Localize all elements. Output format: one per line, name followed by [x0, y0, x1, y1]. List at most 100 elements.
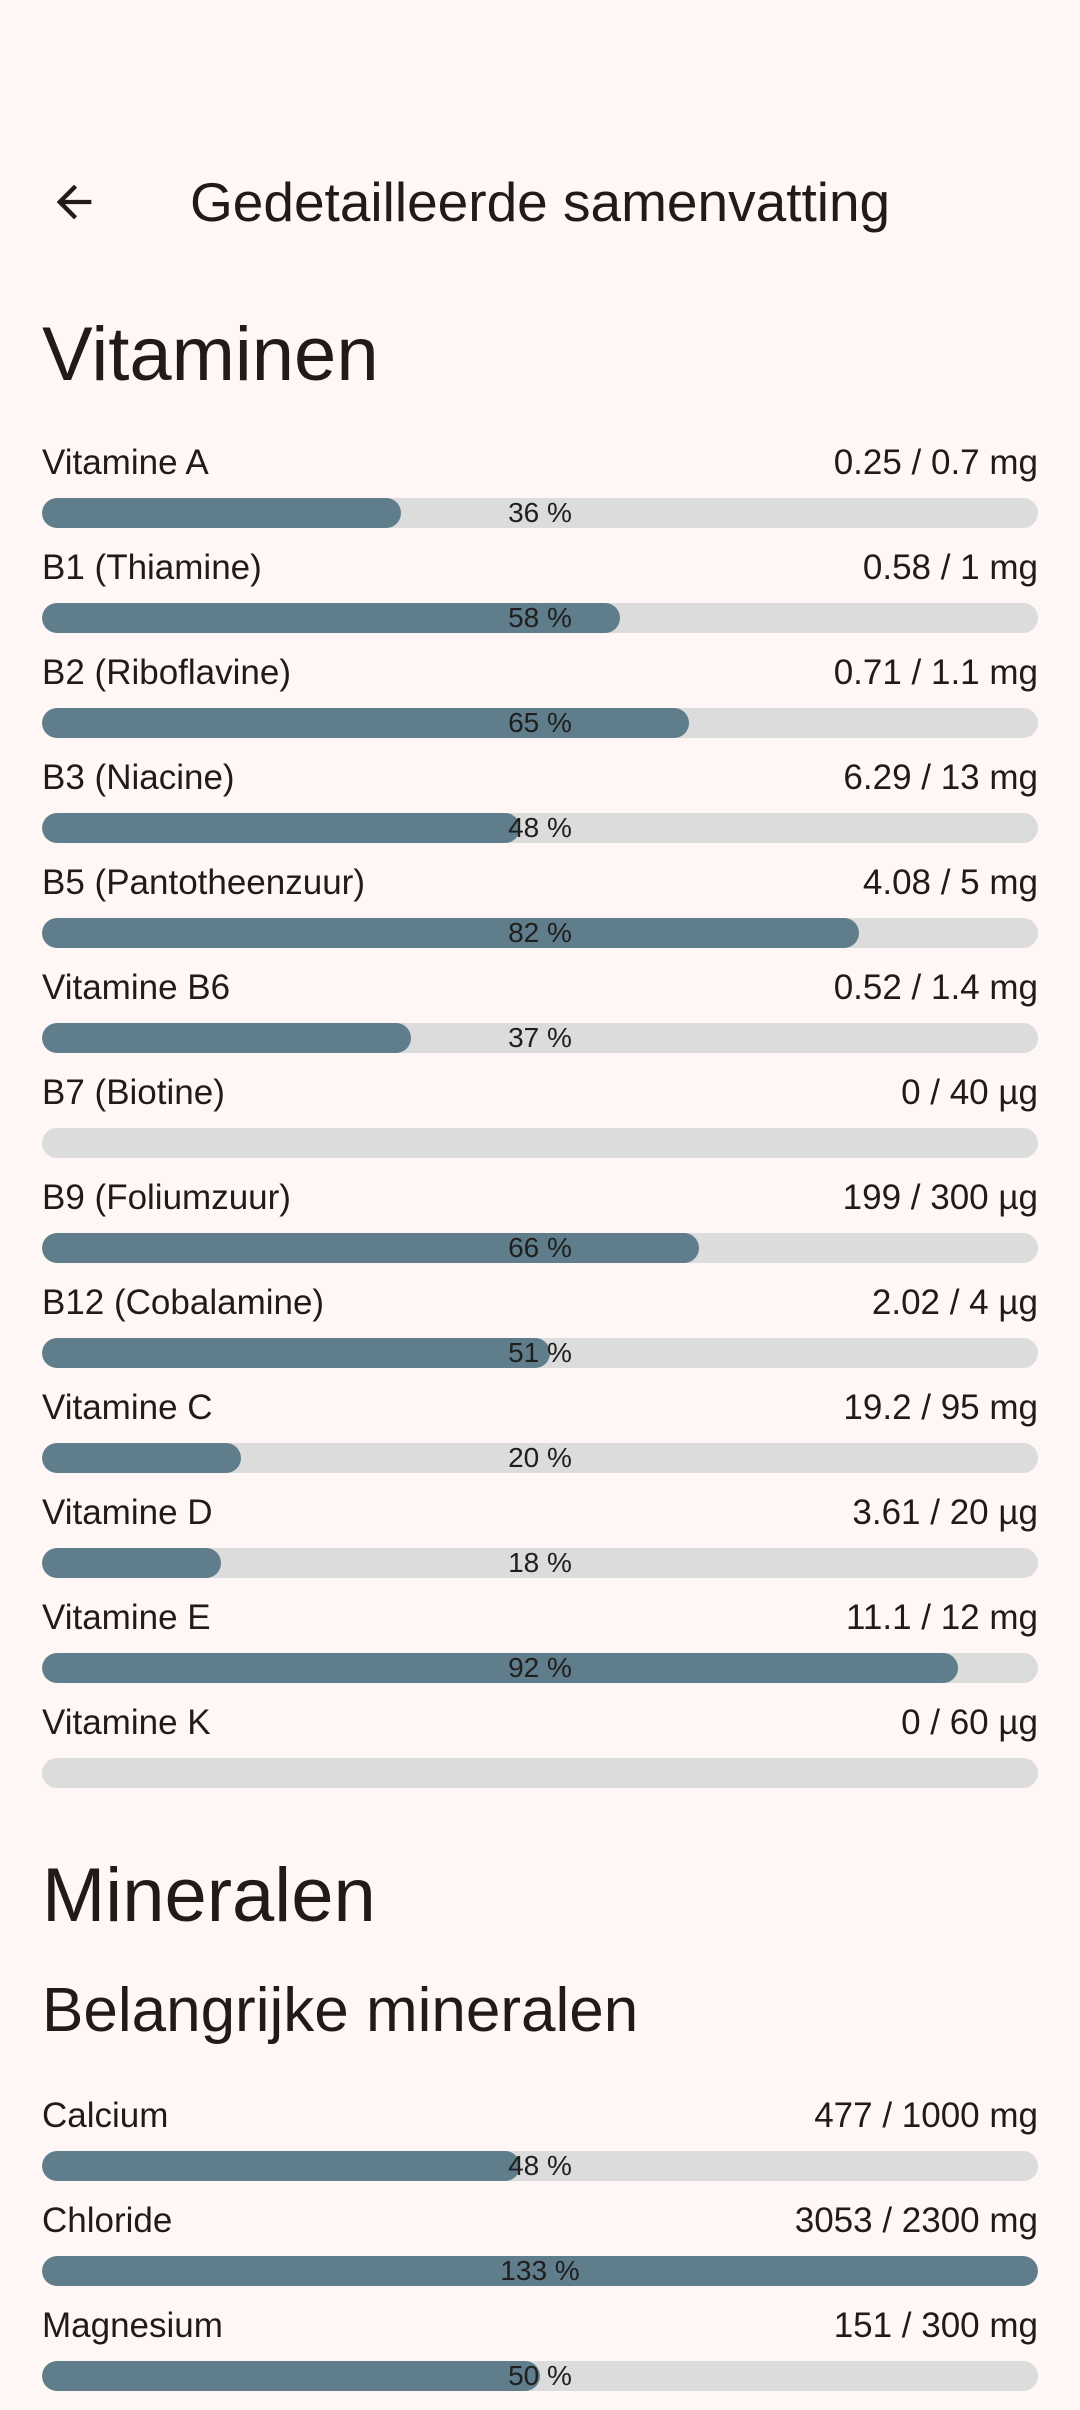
nutrient-header: Chloride 3053 / 2300 mg	[42, 2200, 1038, 2242]
nutrient-name: Vitamine E	[42, 1598, 211, 1637]
nutrient-header: Vitamine D 3.61 / 20 µg	[42, 1492, 1038, 1534]
nutrient-row: Vitamine E 11.1 / 12 mg 92 %	[42, 1597, 1038, 1702]
nutrient-name: Calcium	[42, 2096, 169, 2135]
progress-percent-label: 37 %	[508, 1023, 572, 1053]
nutrient-row: Vitamine C 19.2 / 95 mg 20 %	[42, 1387, 1038, 1492]
nutrient-name: Vitamine D	[42, 1493, 213, 1532]
nutrient-name: B1 (Thiamine)	[42, 548, 262, 587]
page-title: Gedetailleerde samenvatting	[190, 171, 891, 233]
nutrient-name: B9 (Foliumzuur)	[42, 1178, 291, 1217]
vitamins-section-title: Vitaminen	[42, 312, 379, 397]
nutrient-name: B3 (Niacine)	[42, 758, 235, 797]
progress-bar-track: 18 %	[42, 1548, 1038, 1578]
nutrient-row: Vitamine D 3.61 / 20 µg 18 %	[42, 1492, 1038, 1597]
nutrient-header: Vitamine E 11.1 / 12 mg	[42, 1597, 1038, 1639]
progress-bar-fill	[42, 498, 401, 528]
nutrient-name: B12 (Cobalamine)	[42, 1283, 325, 1322]
nutrient-row: B12 (Cobalamine) 2.02 / 4 µg 51 %	[42, 1282, 1038, 1387]
progress-bar-track	[42, 1758, 1038, 1788]
progress-bar-track: 48 %	[42, 2151, 1038, 2181]
nutrient-row: B9 (Foliumzuur) 199 / 300 µg 66 %	[42, 1177, 1038, 1282]
progress-bar-track: 36 %	[42, 498, 1038, 528]
nutrient-header: B5 (Pantotheenzuur) 4.08 / 5 mg	[42, 862, 1038, 904]
progress-bar-fill	[42, 603, 620, 633]
progress-bar-fill	[42, 1548, 222, 1578]
nutrient-name: Chloride	[42, 2201, 173, 2240]
progress-percent-label: 36 %	[508, 498, 572, 528]
progress-percent-label: 58 %	[508, 603, 572, 633]
mineral-list: Calcium 477 / 1000 mg 48 % Chloride 3053 / 2…	[42, 2095, 1038, 2410]
progress-bar-track: 20 %	[42, 1443, 1038, 1473]
nutrient-header: Vitamine K 0 / 60 µg	[42, 1702, 1038, 1744]
nutrient-header: B9 (Foliumzuur) 199 / 300 µg	[42, 1177, 1038, 1219]
nutrient-header: B2 (Riboflavine) 0.71 / 1.1 mg	[42, 652, 1038, 694]
nutrient-amount: 11.1 / 12 mg	[846, 1598, 1038, 1637]
app-bar: Gedetailleerde samenvatting	[0, 140, 1080, 260]
nutrient-amount: 0.58 / 1 mg	[862, 548, 1038, 587]
progress-bar-fill	[42, 918, 859, 948]
progress-bar-fill	[42, 1233, 700, 1263]
nutrient-name: Vitamine K	[42, 1703, 211, 1742]
progress-percent-label: 20 %	[508, 1443, 572, 1473]
progress-bar-fill	[42, 2256, 1038, 2286]
nutrient-row: Magnesium 151 / 300 mg 50 %	[42, 2305, 1038, 2410]
nutrient-amount: 151 / 300 mg	[833, 2306, 1038, 2345]
back-button[interactable]	[34, 162, 114, 242]
nutrient-row: B7 (Biotine) 0 / 40 µg	[42, 1072, 1038, 1177]
nutrient-amount: 0.25 / 0.7 mg	[833, 443, 1038, 482]
progress-bar-fill	[42, 2151, 521, 2181]
nutrient-row: B2 (Riboflavine) 0.71 / 1.1 mg 65 %	[42, 652, 1038, 757]
progress-bar-fill	[42, 708, 690, 738]
progress-percent-label: 65 %	[508, 708, 572, 738]
progress-bar-track: 66 %	[42, 1233, 1038, 1263]
minerals-section-title: Mineralen	[42, 1853, 376, 1938]
progress-bar-track: 92 %	[42, 1653, 1038, 1683]
progress-bar-fill	[42, 1023, 411, 1053]
nutrient-amount: 199 / 300 µg	[842, 1178, 1038, 1217]
nutrient-header: B12 (Cobalamine) 2.02 / 4 µg	[42, 1282, 1038, 1324]
progress-percent-label: 48 %	[508, 813, 572, 843]
nutrient-name: B5 (Pantotheenzuur)	[42, 863, 365, 902]
progress-percent-label: 66 %	[508, 1233, 572, 1263]
progress-bar-track	[42, 1128, 1038, 1158]
nutrient-header: Vitamine B6 0.52 / 1.4 mg	[42, 967, 1038, 1009]
summary-content[interactable]: Vitaminen Vitamine A 0.25 / 0.7 mg 36 % B1 …	[42, 310, 1038, 2410]
nutrient-name: B2 (Riboflavine)	[42, 653, 291, 692]
nutrient-header: Vitamine A 0.25 / 0.7 mg	[42, 442, 1038, 484]
nutrient-amount: 0.71 / 1.1 mg	[833, 653, 1038, 692]
nutrient-row: Vitamine B6 0.52 / 1.4 mg 37 %	[42, 967, 1038, 1072]
nutrient-row: Vitamine A 0.25 / 0.7 mg 36 %	[42, 442, 1038, 547]
progress-bar-track: 133 %	[42, 2256, 1038, 2286]
progress-percent-label: 48 %	[508, 2151, 572, 2181]
nutrient-name: Magnesium	[42, 2306, 223, 2345]
progress-percent-label: 133 %	[500, 2256, 580, 2286]
progress-percent-label: 51 %	[508, 1338, 572, 1368]
nutrient-row: B5 (Pantotheenzuur) 4.08 / 5 mg 82 %	[42, 862, 1038, 967]
nutrient-amount: 6.29 / 13 mg	[843, 758, 1038, 797]
progress-bar-fill	[42, 2361, 540, 2391]
nutrient-name: Vitamine A	[42, 443, 209, 482]
progress-bar-track: 37 %	[42, 1023, 1038, 1053]
progress-bar-track: 82 %	[42, 918, 1038, 948]
progress-percent-label: 18 %	[508, 1548, 572, 1578]
nutrient-row: Vitamine K 0 / 60 µg	[42, 1702, 1038, 1807]
nutrient-amount: 477 / 1000 mg	[814, 2096, 1038, 2135]
nutrient-row: Calcium 477 / 1000 mg 48 %	[42, 2095, 1038, 2200]
progress-percent-label: 82 %	[508, 918, 572, 948]
nutrient-row: Chloride 3053 / 2300 mg 133 %	[42, 2200, 1038, 2305]
progress-bar-fill	[42, 1338, 550, 1368]
major-minerals-subtitle: Belangrijke mineralen	[42, 1976, 639, 2045]
nutrient-row: B3 (Niacine) 6.29 / 13 mg 48 %	[42, 757, 1038, 862]
progress-percent-label	[42, 1758, 1038, 1788]
nutrient-header: Vitamine C 19.2 / 95 mg	[42, 1387, 1038, 1429]
nutrient-amount: 0 / 40 µg	[901, 1073, 1038, 1112]
progress-bar-fill	[42, 1653, 959, 1683]
nutrient-amount: 3053 / 2300 mg	[794, 2201, 1038, 2240]
progress-percent-label: 92 %	[508, 1653, 572, 1683]
nutrient-header: Calcium 477 / 1000 mg	[42, 2095, 1038, 2137]
progress-bar-track: 48 %	[42, 813, 1038, 843]
nutrient-name: B7 (Biotine)	[42, 1073, 225, 1112]
nutrient-name: Vitamine C	[42, 1388, 213, 1427]
progress-bar-track: 50 %	[42, 2361, 1038, 2391]
progress-bar-track: 58 %	[42, 603, 1038, 633]
